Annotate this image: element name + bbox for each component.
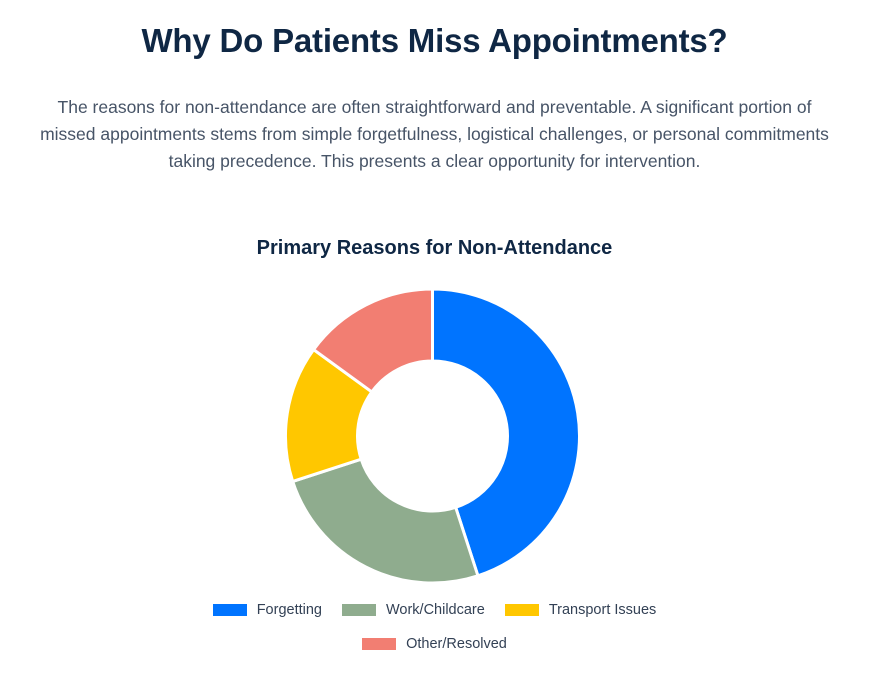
legend-swatch bbox=[504, 604, 539, 616]
legend-item-transport-issues[interactable]: Transport Issues bbox=[504, 600, 657, 620]
legend-label: Forgetting bbox=[256, 602, 322, 618]
legend-item-other-resolved[interactable]: Other/Resolved bbox=[362, 634, 507, 654]
legend-item-work-childcare[interactable]: Work/Childcare bbox=[341, 600, 485, 620]
slice-work-childcare[interactable] bbox=[290, 457, 480, 585]
legend-swatch bbox=[212, 604, 247, 616]
slice-other-resolved[interactable] bbox=[311, 287, 434, 395]
page-title: Why Do Patients Miss Appointments? bbox=[141, 22, 728, 59]
legend-swatch bbox=[362, 638, 397, 650]
legend-swatch bbox=[341, 604, 376, 616]
intro-paragraph: The reasons for non-attendance are often… bbox=[40, 97, 829, 171]
legend-label: Transport Issues bbox=[548, 602, 657, 618]
chart-title: Primary Reasons for Non-Attendance bbox=[256, 237, 613, 259]
slice-forgetting[interactable] bbox=[431, 287, 581, 578]
legend-label: Work/Childcare bbox=[385, 602, 485, 618]
legend-item-forgetting[interactable]: Forgetting bbox=[212, 600, 322, 620]
chart-legend: Forgetting Work/Childcare Transport Issues… bbox=[150, 600, 719, 654]
legend-label: Other/Resolved bbox=[406, 636, 507, 652]
